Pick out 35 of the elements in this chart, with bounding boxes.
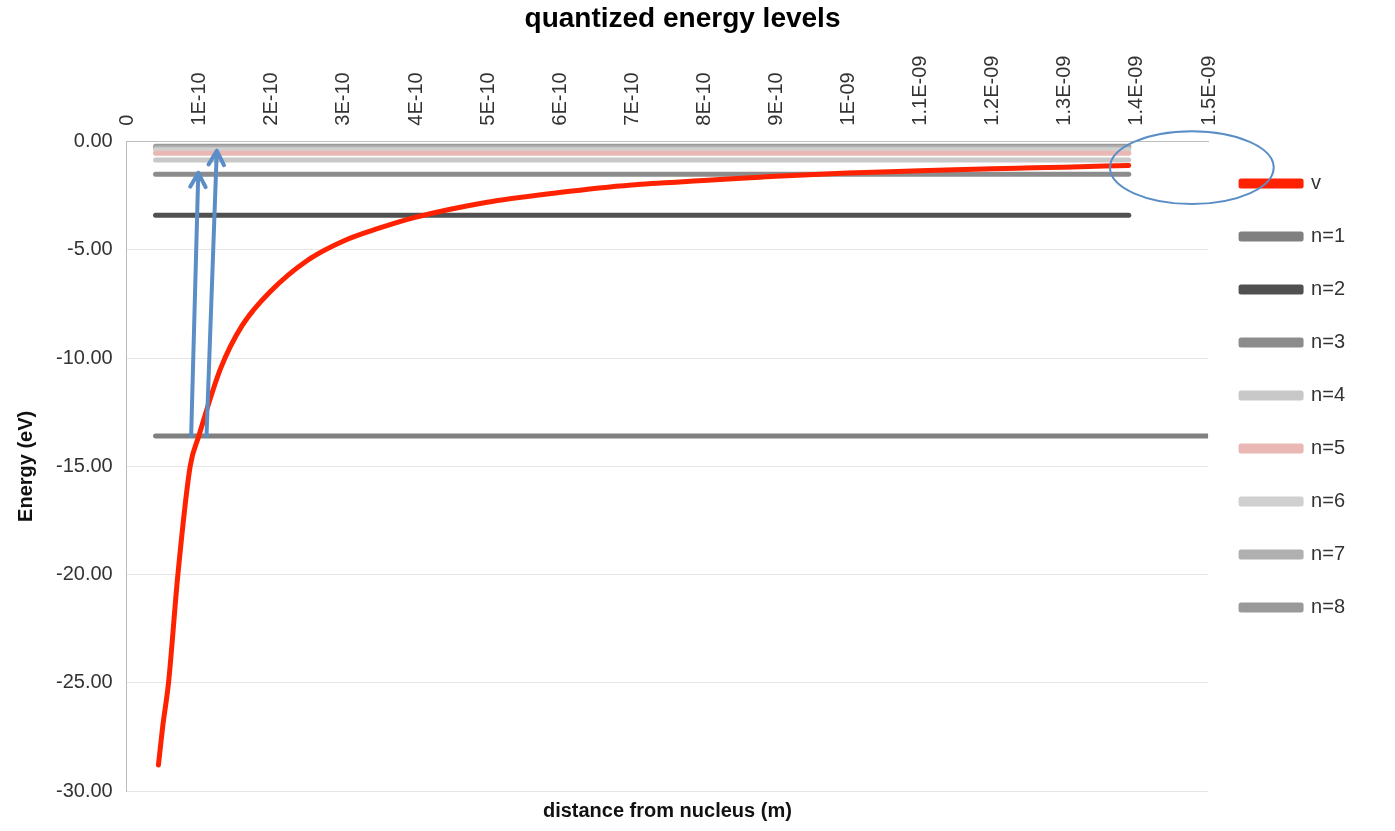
legend-label: n=5 [1311, 436, 1346, 459]
legend-label: n=3 [1311, 330, 1346, 353]
x-tick-label: 8E-10 [691, 72, 714, 126]
x-tick-label: 1.2E-09 [980, 55, 1003, 126]
x-tick-label: 1E-10 [187, 72, 210, 126]
x-tick-label: 9E-10 [764, 72, 787, 126]
x-tick-label: 1.5E-09 [1196, 55, 1219, 126]
x-tick-label: 5E-10 [475, 72, 498, 126]
y-tick-label: -10.00 [55, 345, 113, 368]
legend-label: v [1311, 171, 1322, 194]
y-tick-label: -30.00 [55, 778, 113, 801]
y-tick-label: -5.00 [67, 237, 113, 260]
legend-label: n=1 [1311, 224, 1346, 247]
legend-label: n=7 [1311, 542, 1346, 565]
y-axis-title: Energy (eV) [13, 410, 36, 522]
x-tick-label: 1E-09 [836, 72, 859, 126]
y-tick-label: -15.00 [55, 453, 113, 476]
x-tick-label: 0 [115, 114, 138, 126]
chart-title: quantized energy levels [524, 1, 841, 33]
x-tick-label: 2E-10 [259, 72, 282, 126]
x-tick-label: 1.3E-09 [1052, 55, 1075, 126]
y-tick-label: -20.00 [55, 562, 113, 585]
x-tick-label: 1.4E-09 [1124, 55, 1147, 126]
legend-label: n=4 [1311, 383, 1346, 406]
y-tick-label: 0.00 [73, 129, 113, 152]
legend-label: n=2 [1311, 277, 1346, 300]
x-tick-label: 1.1E-09 [908, 55, 931, 126]
x-tick-label: 4E-10 [403, 72, 426, 126]
x-tick-label: 3E-10 [331, 72, 354, 126]
x-tick-label: 6E-10 [547, 72, 570, 126]
x-tick-label: 7E-10 [619, 72, 642, 126]
legend-label: n=8 [1311, 595, 1346, 618]
x-axis-title: distance from nucleus (m) [542, 798, 792, 821]
y-tick-label: -25.00 [55, 670, 113, 693]
legend-label: n=6 [1311, 489, 1346, 512]
